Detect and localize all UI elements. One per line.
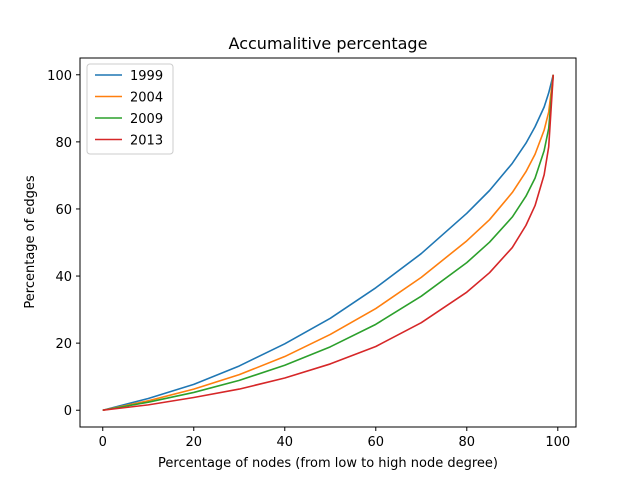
- y-tick-label: 60: [55, 203, 72, 218]
- x-tick-label: 60: [368, 435, 385, 450]
- y-tick-label: 100: [47, 69, 72, 84]
- series-line-2009: [102, 74, 555, 412]
- x-tick-label: 100: [545, 435, 570, 450]
- series-line-1999: [102, 74, 555, 412]
- x-axis-label: Percentage of nodes (from low to high no…: [158, 456, 498, 471]
- series-line-2004: [102, 74, 555, 412]
- y-axis-ticks: 0 20 40 60 80 100: [47, 69, 80, 419]
- y-tick-label: 80: [55, 136, 72, 151]
- x-axis-ticks: 0 20 40 60 80 100: [99, 427, 570, 450]
- legend-box: [86, 63, 174, 155]
- x-tick-label: 20: [185, 435, 202, 450]
- legend-label-2009: 2009: [130, 112, 163, 127]
- chart-title: Accumalitive percentage: [229, 34, 428, 53]
- legend-label-2004: 2004: [130, 91, 163, 106]
- legend: 1999 2004 2009 2013: [86, 63, 174, 155]
- plot-lines: [102, 74, 555, 412]
- plot-frame: [79, 57, 577, 428]
- x-tick-label: 0: [99, 435, 107, 450]
- legend-label-2013: 2013: [130, 134, 163, 149]
- legend-label-1999: 1999: [130, 69, 163, 84]
- y-tick-label: 0: [64, 404, 72, 419]
- x-tick-label: 80: [459, 435, 476, 450]
- series-line-2013: [102, 74, 555, 412]
- y-tick-label: 20: [55, 337, 72, 352]
- y-tick-label: 40: [55, 270, 72, 285]
- y-axis-label: Percentage of edges: [23, 175, 38, 308]
- x-tick-label: 40: [276, 435, 293, 450]
